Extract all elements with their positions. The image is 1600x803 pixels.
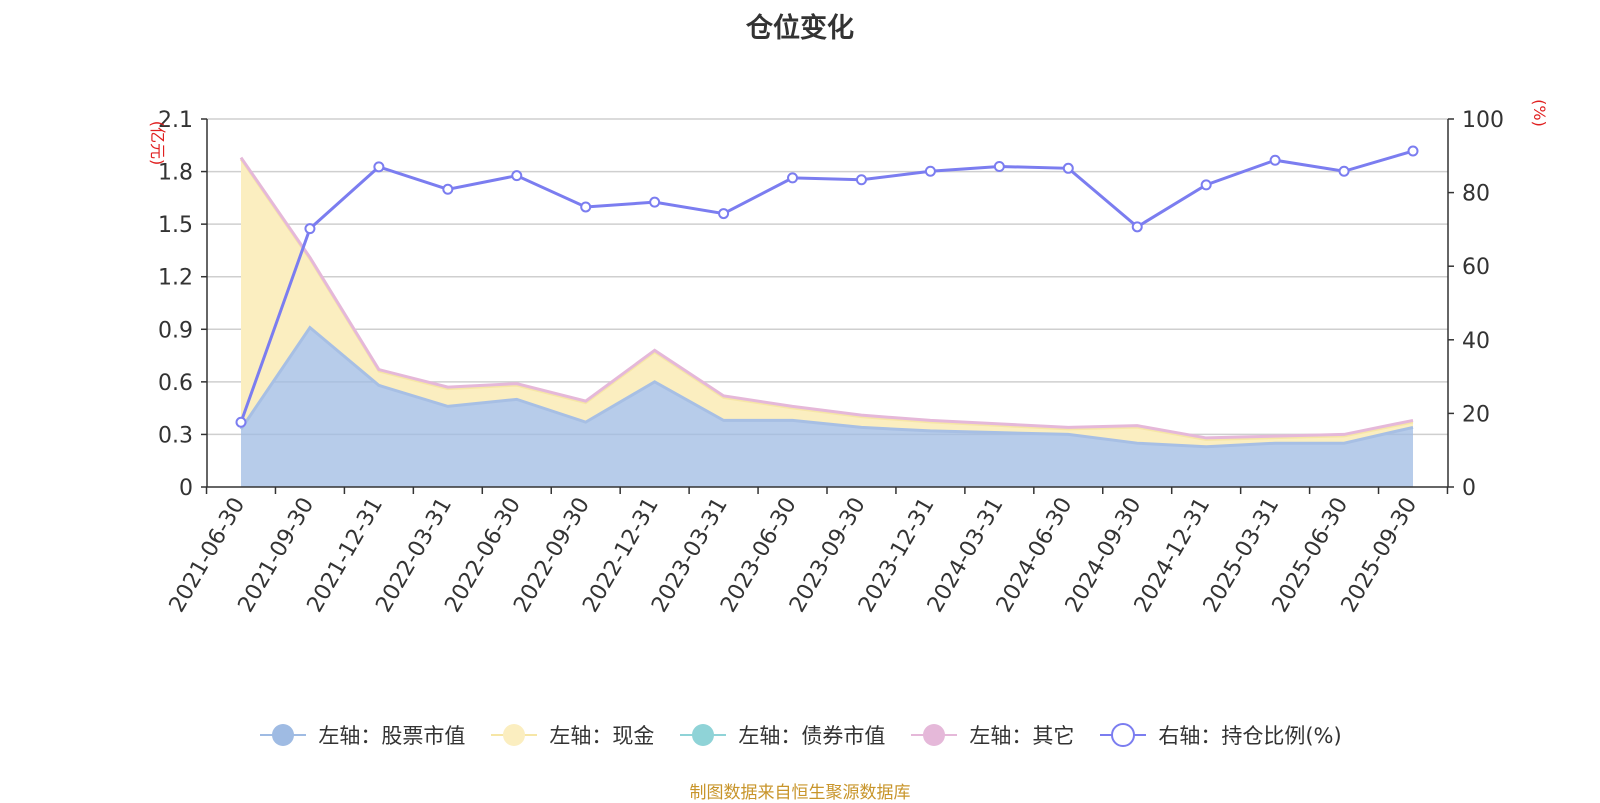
ratio-point [993,160,1005,172]
right-axis-unit: (%) [1530,99,1549,127]
ratio-line-layer [235,145,1419,428]
ratio-point [511,170,523,182]
ratio-point [855,174,867,186]
ratio-point [373,161,385,173]
stacked-areas [239,156,1414,487]
stock-area [241,327,1413,487]
legend-label: 左轴：其它 [969,724,1075,748]
ratio-point [787,172,799,184]
left-tick-label: 1.5 [158,213,193,238]
ratio-point [442,183,454,195]
legend-item[interactable]: 左轴：其它 [909,720,1074,750]
left-tick-label: 0.3 [158,423,193,448]
ratio-line [239,149,1414,423]
left-axis-unit: (亿元) [148,121,167,166]
legend-label: 左轴：债券市值 [738,724,886,748]
other-line [239,156,1414,440]
ratio-point [1131,221,1143,233]
right-tick-label: 40 [1462,329,1490,354]
left-tick-label: 0.9 [158,318,193,343]
ratio-point [235,416,247,428]
ratio-point [580,201,592,213]
right-tick-label: 0 [1462,476,1476,501]
legend-label: 右轴：持仓比例(%) [1158,724,1342,748]
ratio-point [304,223,316,235]
stock-line [239,325,1414,449]
right-tick-label: 20 [1462,402,1490,427]
circle-icon [911,724,958,746]
ratio-point [1062,162,1074,174]
legend-label: 左轴：股票市值 [318,724,466,748]
circle-icon [680,724,727,746]
ratio-point [924,165,936,177]
right-tick-label: 60 [1462,255,1490,280]
legend: 左轴：股票市值 左轴：现金 左轴：债券市值 左轴：其它 右轴：持仓比例(%) [0,720,1600,750]
left-tick-label: 1.2 [158,266,193,291]
right-tick-label: 100 [1462,108,1504,133]
ratio-point [1200,179,1212,191]
source-note: 制图数据来自恒生聚源数据库 [689,783,911,803]
axes [201,118,1454,494]
legend-item[interactable]: 左轴：现金 [489,720,654,750]
legend-item[interactable]: 右轴：持仓比例(%) [1098,720,1342,750]
circle-icon [491,724,538,746]
ratio-point [1269,154,1281,166]
left-tick-label: 2.1 [158,108,193,133]
legend-item[interactable]: 左轴：股票市值 [258,720,465,750]
legend-item[interactable]: 左轴：债券市值 [678,720,885,750]
ratio-point [718,208,730,220]
ratio-point [1338,165,1350,177]
left-tick-label: 0 [179,476,193,501]
chart-title: 仓位变化 [746,13,854,44]
legend-label: 左轴：现金 [549,724,655,748]
hollow-circle-icon [1100,723,1147,747]
left-tick-label: 0.6 [158,371,193,396]
cash-line [239,158,1414,441]
right-tick-label: 80 [1462,182,1490,207]
ratio-point [1407,145,1419,157]
ratio-point [649,196,661,208]
circle-icon [260,724,307,746]
left-tick-label: 1.8 [158,161,193,186]
